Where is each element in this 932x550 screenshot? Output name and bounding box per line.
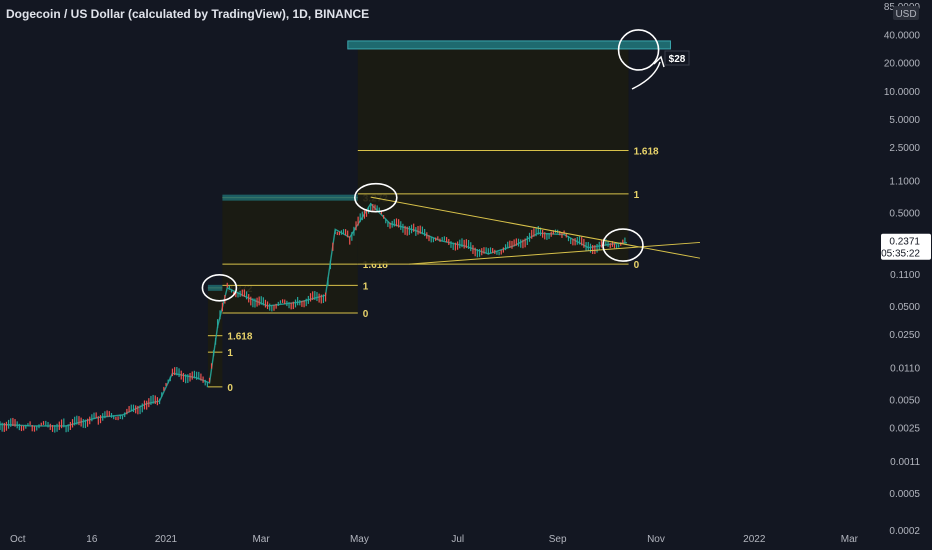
price-tick-label: 10.0000 (884, 87, 921, 98)
time-axis-bg (0, 530, 880, 550)
time-tick-label: Oct (10, 534, 26, 545)
fib-top-band (207, 284, 223, 291)
price-tick-label: 0.0002 (889, 526, 920, 537)
fib-zone-3 (357, 44, 629, 265)
price-callout-box (664, 50, 690, 66)
fib-level-label: 0 (634, 260, 640, 271)
current-price-value: 0.2371 (889, 237, 920, 248)
price-axis[interactable]: 85.000040.000020.000010.00005.00002.5000… (880, 0, 932, 550)
time-tick-label: Nov (647, 534, 665, 545)
time-tick-label: 16 (86, 534, 98, 545)
time-tick-label: 2022 (743, 534, 766, 545)
fib-level-label: 0 (363, 309, 369, 320)
upward-arrow (631, 61, 661, 90)
price-tick-label: 0.0500 (889, 302, 920, 313)
price-tick-label: 0.5000 (889, 208, 920, 219)
price-tick-label: 0.0005 (889, 489, 920, 500)
price-tick-label: 0.0050 (889, 395, 920, 406)
bar-countdown: 05:35:22 (881, 249, 920, 260)
price-tick-label: 2.5000 (889, 143, 920, 154)
time-tick-label: Sep (549, 534, 567, 545)
fib-level-label: 1.618 (363, 260, 388, 271)
price-tick-label: 0.0250 (889, 330, 920, 341)
time-tick-label: 2021 (155, 534, 178, 545)
time-tick-label: Mar (841, 534, 859, 545)
highlight-circle-4 (602, 228, 644, 262)
time-tick-label: Jul (451, 534, 464, 545)
time-tick-label: May (350, 534, 369, 545)
price-callout-label: $28 (669, 54, 686, 65)
price-tick-label: 0.0025 (889, 423, 920, 434)
fib-zone-1 (207, 287, 223, 387)
fib-level-label: 1 (634, 190, 640, 201)
price-tick-label: 5.0000 (889, 115, 920, 126)
price-tick-label: 40.0000 (884, 31, 921, 42)
highlight-circle-3 (617, 29, 660, 71)
price-tick-label: 20.0000 (884, 59, 921, 70)
annotation-layer: $28 (201, 29, 690, 302)
fib-level-label: 1 (227, 348, 233, 359)
highlight-circle-2 (354, 182, 398, 213)
trendline-layer (370, 196, 701, 265)
fib-top-band (222, 194, 358, 201)
price-axis-bg (880, 0, 932, 550)
price-tick-label: 0.0110 (890, 363, 920, 374)
current-price-tag (881, 233, 931, 260)
chart-title: Dogecoin / US Dollar (calculated by Trad… (6, 7, 370, 21)
price-tick-label: 0.1100 (890, 270, 920, 281)
arrow-head-icon (653, 55, 665, 68)
fib-level-label: 1.618 (634, 147, 659, 158)
trendline-1 (370, 196, 701, 259)
price-tick-label: 0.0011 (890, 457, 920, 468)
target-box (347, 40, 671, 50)
currency-badge[interactable] (893, 6, 919, 20)
time-tick-label: Mar (252, 534, 270, 545)
price-tick-label: 1.1000 (889, 176, 920, 187)
highlight-circle-1 (201, 274, 238, 302)
price-series-layer (0, 202, 628, 433)
trendline-2 (409, 241, 701, 265)
fib-extension-layer: 011.6183.272011.6183.272011.6183.272 (207, 40, 671, 394)
time-axis[interactable]: Oct 16 2021 Mar May Jul Sep Nov 2022 Mar (0, 530, 880, 550)
currency-label: USD (895, 9, 916, 20)
fib-level-label: 1.618 (227, 332, 252, 343)
fib-level-label: 0 (227, 383, 233, 394)
fib-level-label: 1 (363, 281, 369, 292)
